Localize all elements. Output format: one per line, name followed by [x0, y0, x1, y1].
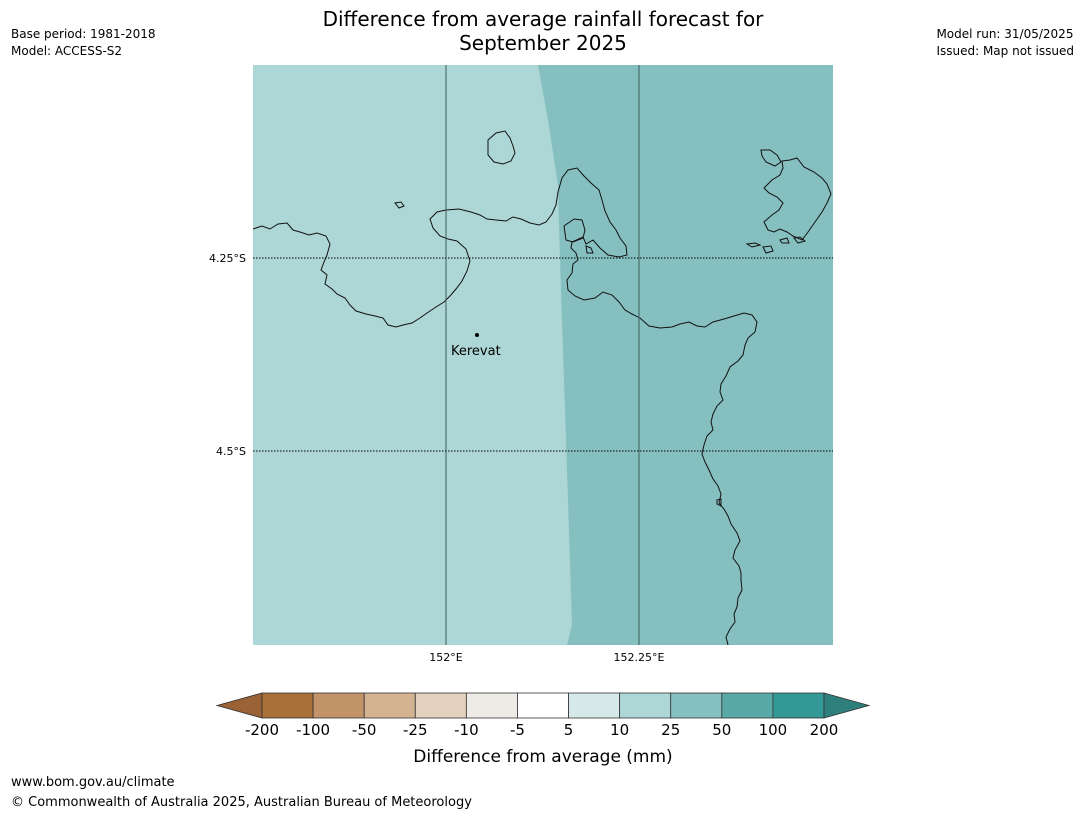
footer-copyright: © Commonwealth of Australia 2025, Austra… — [11, 795, 472, 810]
colorbar-tick-label: 5 — [564, 721, 574, 739]
colorbar-tick-label: 25 — [661, 721, 680, 739]
metadata-right: Model run: 31/05/2025 Issued: Map not is… — [936, 26, 1074, 60]
issued-text: Issued: Map not issued — [936, 44, 1074, 58]
map-area: Kerevat — [253, 65, 833, 645]
colorbar-tick-label: -25 — [403, 721, 428, 739]
title-line-1: Difference from average rainfall forecas… — [322, 7, 764, 31]
colorbar-swatch — [414, 692, 467, 719]
colorbar-swatch — [670, 692, 723, 719]
colorbar-tick-label: -100 — [296, 721, 330, 739]
colorbar-high-extension — [823, 692, 871, 719]
colorbar-tick-label: 200 — [810, 721, 839, 739]
colorbar-swatch — [721, 692, 774, 719]
colorbar-ticks: -200 -100 -50 -25 -10 -5 5 10 25 50 100 200 — [245, 721, 838, 739]
lon-label-152e: 152°E — [429, 651, 462, 664]
colorbar-tick-label: -200 — [245, 721, 279, 739]
colorbar-tick-label: 50 — [712, 721, 731, 739]
colorbar-swatch — [568, 692, 621, 719]
lon-label-152-25e: 152.25°E — [614, 651, 665, 664]
model-text: Model: ACCESS-S2 — [11, 44, 123, 58]
base-period-text: Base period: 1981-2018 — [11, 27, 156, 41]
metadata-left: Base period: 1981-2018 Model: ACCESS-S2 — [11, 26, 156, 60]
kerevat-label: Kerevat — [451, 344, 501, 359]
colorbar-swatch — [312, 692, 365, 719]
colorbar-swatch — [517, 692, 569, 719]
colorbar-swatch — [772, 692, 825, 719]
colorbar-low-extension — [215, 692, 263, 719]
colorbar-legend: -200 -100 -50 -25 -10 -5 5 10 25 50 100 200 Differe… — [215, 692, 871, 767]
colorbar-tick-label: -50 — [352, 721, 377, 739]
colorbar-swatches — [261, 692, 825, 719]
colorbar-swatch — [363, 692, 416, 719]
colorbar-swatch — [261, 692, 314, 719]
lat-label-4-25s: 4.25°S — [209, 252, 246, 265]
fill-region-25-to-50 — [538, 65, 833, 645]
colorbar-swatch — [619, 692, 672, 719]
title-line-2: September 2025 — [459, 31, 627, 55]
footer-url[interactable]: www.bom.gov.au/climate — [11, 775, 175, 790]
kerevat-marker — [475, 333, 479, 337]
map-title: Difference from average rainfall forecas… — [253, 7, 833, 55]
colorbar-tick-label: -10 — [454, 721, 479, 739]
parallels — [253, 257, 833, 452]
colorbar-tick-label: 10 — [610, 721, 629, 739]
coastline — [253, 130, 832, 645]
lat-label-4-5s: 4.5°S — [216, 445, 246, 458]
colorbar-tick-label: 100 — [759, 721, 788, 739]
colorbar-title: Difference from average (mm) — [413, 747, 672, 767]
colorbar-tick-label: -5 — [510, 721, 525, 739]
colorbar-swatch — [465, 692, 518, 719]
meridians — [445, 65, 640, 645]
model-run-text: Model run: 31/05/2025 — [936, 27, 1074, 41]
